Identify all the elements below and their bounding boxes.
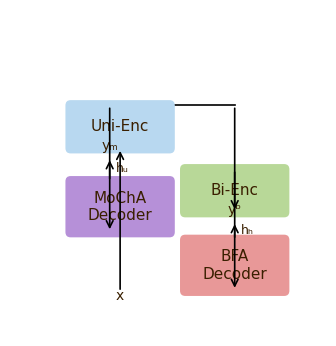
Text: x: x xyxy=(116,289,124,303)
FancyBboxPatch shape xyxy=(66,100,175,153)
FancyBboxPatch shape xyxy=(180,235,289,296)
Text: yₘ: yₘ xyxy=(101,139,118,153)
Text: BFA
Decoder: BFA Decoder xyxy=(202,249,267,282)
FancyBboxPatch shape xyxy=(180,164,289,217)
Text: Uni-Enc: Uni-Enc xyxy=(91,119,149,134)
Text: hₕ: hₕ xyxy=(241,224,254,237)
Text: hᵤ: hᵤ xyxy=(116,162,129,175)
FancyBboxPatch shape xyxy=(66,176,175,237)
Text: Bi-Enc: Bi-Enc xyxy=(211,183,259,198)
Text: MoChA
Decoder: MoChA Decoder xyxy=(88,191,153,223)
Text: yᵇ: yᵇ xyxy=(227,203,242,217)
